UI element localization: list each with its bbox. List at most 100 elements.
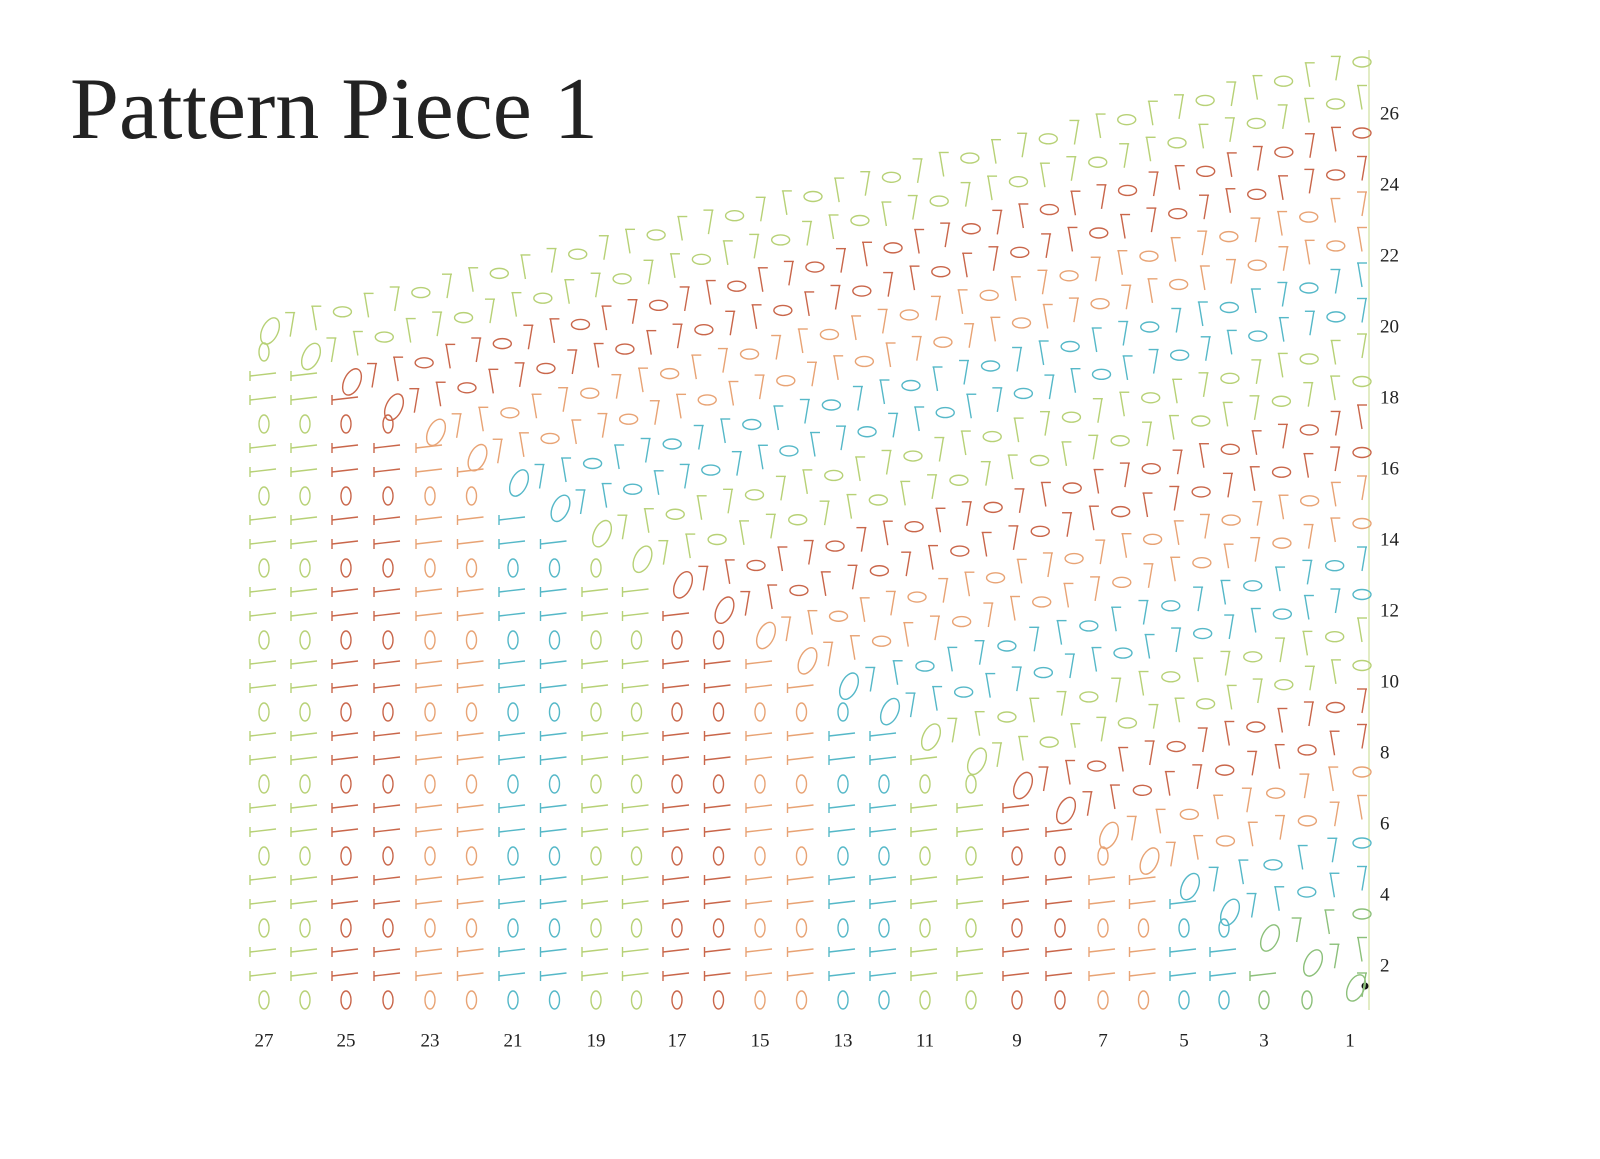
row-label: 26 bbox=[1380, 103, 1399, 124]
stitch bbox=[727, 489, 733, 514]
chain-stitch bbox=[1352, 446, 1372, 459]
corner-chain bbox=[838, 672, 860, 700]
stitch bbox=[662, 948, 690, 953]
stitch bbox=[1357, 85, 1363, 110]
stitch bbox=[644, 438, 651, 463]
stitch bbox=[939, 152, 945, 177]
stitch bbox=[249, 612, 277, 617]
stitch bbox=[1307, 382, 1313, 407]
chain-stitch bbox=[630, 918, 643, 938]
stitch bbox=[787, 948, 814, 953]
stitch bbox=[1225, 188, 1232, 213]
chain-stitch bbox=[548, 558, 561, 578]
stitch bbox=[1011, 276, 1017, 301]
stitch bbox=[938, 437, 945, 462]
stitch bbox=[457, 612, 484, 617]
stitch bbox=[909, 692, 916, 718]
stitch bbox=[393, 357, 399, 382]
chain-stitch bbox=[299, 846, 311, 866]
chain-stitch bbox=[1195, 698, 1216, 710]
stitch bbox=[758, 267, 764, 292]
row-label: 10 bbox=[1380, 671, 1399, 692]
stitch bbox=[1213, 795, 1219, 820]
chain-stitch bbox=[500, 407, 520, 419]
stitch bbox=[862, 242, 868, 267]
chain-stitch bbox=[1033, 666, 1054, 679]
stitch bbox=[745, 876, 773, 881]
chain-stitch bbox=[374, 331, 394, 343]
stitch bbox=[1330, 340, 1337, 365]
corner-chain bbox=[300, 342, 322, 371]
stitch bbox=[625, 229, 631, 254]
stitch bbox=[869, 756, 897, 761]
chain-stitch bbox=[754, 918, 766, 938]
stitch bbox=[561, 457, 567, 483]
stitch bbox=[932, 686, 938, 711]
stitch bbox=[964, 572, 971, 597]
stitch bbox=[249, 684, 277, 689]
stitch bbox=[787, 828, 814, 833]
stitch bbox=[415, 876, 443, 881]
chain-stitch bbox=[712, 702, 725, 722]
corner-chain bbox=[467, 443, 488, 472]
stitch bbox=[966, 501, 972, 526]
stitch bbox=[1088, 948, 1116, 953]
stitch bbox=[1070, 191, 1077, 216]
chain-stitch bbox=[424, 846, 436, 866]
stitch bbox=[787, 972, 814, 977]
stitch bbox=[662, 756, 690, 761]
stitch bbox=[581, 876, 609, 881]
stitch bbox=[745, 900, 773, 905]
stitch bbox=[457, 972, 484, 977]
stitch bbox=[1070, 723, 1076, 748]
stitch bbox=[745, 684, 773, 689]
stitch bbox=[767, 584, 773, 610]
chain-stitch bbox=[878, 918, 890, 938]
stitch bbox=[1249, 972, 1277, 977]
stitch bbox=[1070, 368, 1077, 393]
stitch bbox=[1144, 634, 1151, 659]
corner-chain bbox=[1012, 771, 1034, 800]
stitch bbox=[828, 756, 856, 761]
stitch bbox=[290, 468, 318, 473]
chain-stitch bbox=[854, 355, 875, 368]
stitch bbox=[704, 804, 731, 809]
chain-stitch bbox=[507, 918, 519, 938]
stitch bbox=[1129, 972, 1156, 977]
stitch bbox=[1331, 659, 1337, 685]
stitch bbox=[909, 266, 916, 291]
chain-stitch bbox=[1011, 846, 1023, 866]
stitch bbox=[991, 139, 997, 164]
stitch bbox=[739, 520, 745, 546]
stitch bbox=[468, 267, 474, 292]
chain-stitch bbox=[985, 572, 1006, 584]
chain-stitch bbox=[1272, 608, 1293, 620]
stitch bbox=[1230, 259, 1236, 284]
stitch bbox=[966, 394, 972, 419]
chain-stitch bbox=[837, 702, 849, 722]
chain-stitch bbox=[465, 702, 478, 722]
stitch bbox=[1148, 101, 1154, 126]
stitch bbox=[777, 546, 784, 572]
corner-chain bbox=[591, 519, 613, 548]
stitch bbox=[1044, 411, 1050, 436]
stitch bbox=[1256, 501, 1262, 526]
chain-stitch bbox=[1301, 990, 1313, 1010]
stitch bbox=[249, 588, 277, 593]
chain-stitch bbox=[1195, 165, 1216, 177]
stitch bbox=[990, 317, 997, 342]
chain-stitch bbox=[1091, 368, 1112, 381]
stitch bbox=[827, 642, 833, 667]
stitch bbox=[1331, 127, 1337, 152]
stitch bbox=[290, 396, 318, 401]
column-label: 3 bbox=[1259, 1030, 1269, 1051]
stitch bbox=[782, 190, 788, 216]
chain-stitch bbox=[1297, 744, 1317, 756]
chain-stitch bbox=[1062, 482, 1082, 494]
stitch bbox=[869, 804, 897, 809]
stitch bbox=[1193, 835, 1199, 860]
chain-stitch bbox=[1137, 918, 1150, 938]
stitch bbox=[1129, 876, 1156, 881]
stitch bbox=[538, 464, 545, 489]
stitch bbox=[647, 260, 654, 285]
